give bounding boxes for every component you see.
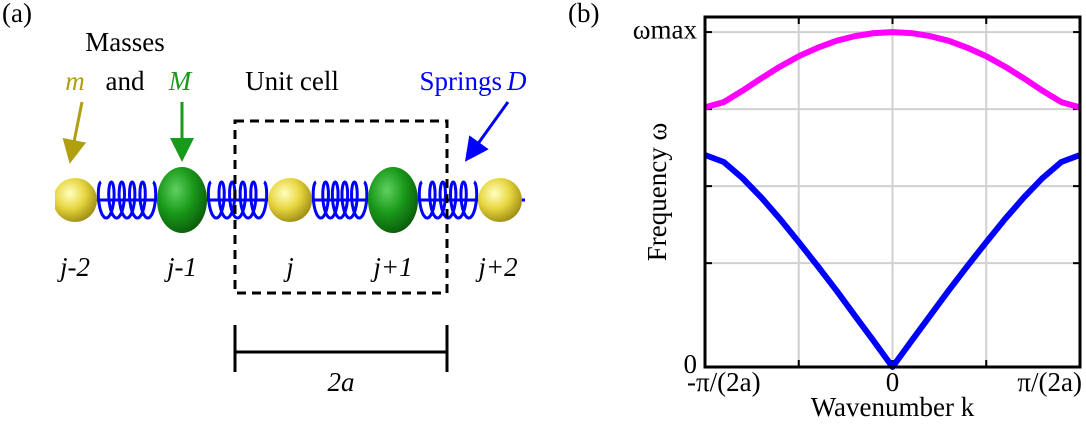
arrow — [464, 101, 510, 162]
plot-frame — [703, 15, 1082, 369]
springs-label: Springs — [419, 66, 502, 96]
mass-m-ball — [55, 178, 97, 222]
x-tick-label: 0 — [886, 367, 900, 397]
site-label: j+1 — [370, 252, 412, 282]
site-label: j — [283, 252, 294, 282]
site-label: j-2 — [57, 252, 90, 282]
and-text: and — [106, 66, 145, 96]
mass-m-ball — [478, 178, 522, 222]
y-tick-label: ωmax — [633, 14, 698, 44]
x-axis-label: Wavenumber k — [811, 392, 975, 422]
spring — [311, 180, 369, 220]
site-label: j+2 — [475, 252, 517, 282]
x-tick-label: π/(2a) — [1017, 367, 1082, 397]
unit-cell-box — [233, 119, 449, 295]
chain — [55, 167, 525, 233]
period-label: 2a — [328, 367, 355, 397]
mass-m-ball — [268, 178, 312, 222]
mass-M-ball — [157, 167, 207, 233]
curve — [704, 29, 1081, 111]
panel-label: (a) — [2, 0, 32, 28]
y-axis-label: Frequency ω — [642, 123, 672, 261]
panel-a: (a) Masses m and M Unit cell Springs D j… — [2, 0, 527, 397]
x-tick-label: -π/(2a) — [687, 367, 761, 397]
period-bracket — [233, 325, 449, 372]
site-label: j-1 — [164, 252, 197, 282]
masses-title: Masses — [85, 27, 165, 57]
spring — [96, 180, 158, 220]
mass-M-ball — [368, 167, 418, 233]
spring-D: D — [506, 66, 527, 96]
panel-label: (b) — [568, 0, 599, 28]
mass-m: m — [65, 66, 85, 96]
y-tick-label: 0 — [684, 349, 698, 379]
arrow — [62, 101, 87, 164]
mass-M: M — [168, 66, 193, 96]
spring — [206, 180, 269, 220]
unit-cell-label: Unit cell — [245, 66, 339, 96]
